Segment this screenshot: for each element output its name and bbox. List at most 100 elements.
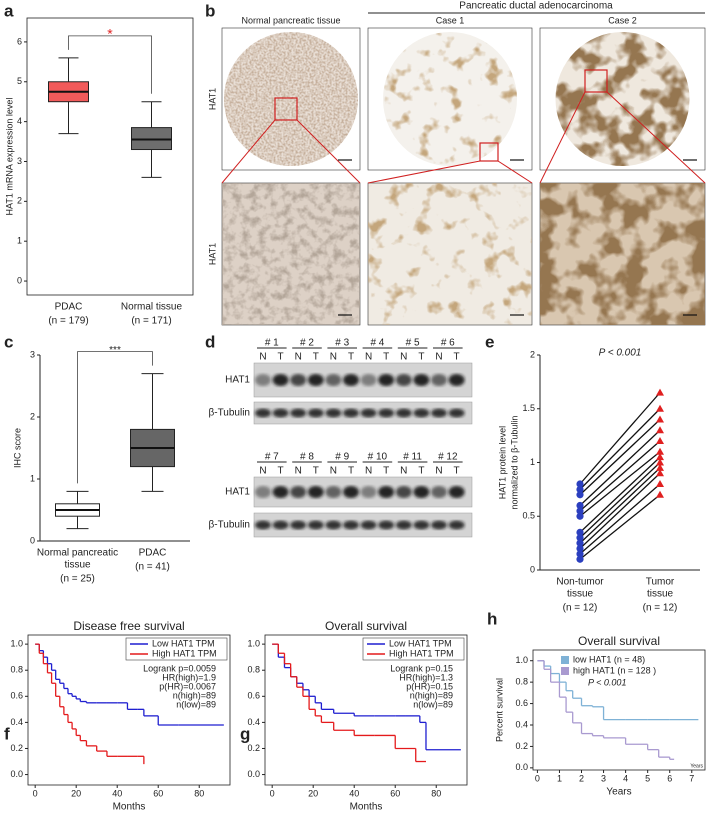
y-tick-label: 0.8: [10, 665, 23, 675]
lane-label: T: [348, 352, 354, 363]
n-label: (n = 12): [643, 603, 678, 614]
stat-label: p(HR)=0.0067: [159, 681, 216, 691]
legend-swatch: [561, 667, 569, 675]
lane-label: T: [418, 352, 424, 363]
x-tick-label: 6: [667, 773, 672, 783]
pair-line: [579, 467, 661, 544]
y-tick-label: 0: [530, 564, 535, 574]
y-tick-label: 0.4: [247, 717, 260, 727]
y-axis-label: Percent survival: [494, 678, 504, 742]
significance-bracket: [77, 351, 153, 484]
panel-letter: g: [240, 724, 250, 743]
y-axis-label: HAT1 protein level: [497, 426, 507, 499]
blot-band: [360, 408, 377, 418]
y-tick-label: 0.8: [247, 665, 260, 675]
blot-label: HAT1: [225, 487, 250, 498]
lane-label: N: [295, 466, 302, 477]
blot-band: [307, 520, 324, 530]
blot-label: β-Tubulin: [208, 408, 250, 419]
x-tick-label: 60: [390, 788, 400, 798]
lane-label: T: [454, 352, 460, 363]
point: [576, 485, 584, 493]
blot-band: [325, 408, 342, 418]
y-tick-label: 4: [17, 116, 22, 126]
n-label: (n = 25): [60, 574, 95, 585]
y-tick-label: 0.0: [515, 762, 528, 772]
row-label: HAT1: [207, 88, 217, 110]
y-tick-label: 0: [30, 535, 35, 545]
x-tick-label: 40: [112, 788, 122, 798]
x-axis-label: Months: [350, 802, 383, 813]
blot-band: [272, 520, 289, 530]
point: [576, 550, 584, 558]
point: [656, 404, 664, 412]
point: [656, 388, 664, 396]
x-tick-label: 2: [579, 773, 584, 783]
sample-label: # 10: [368, 452, 388, 463]
blot-band: [448, 520, 465, 530]
blot-band: [272, 486, 289, 498]
point: [656, 447, 664, 455]
pair-line: [579, 494, 661, 560]
panel-letter: h: [487, 609, 497, 628]
stat-label: HR(high)=1.3: [399, 672, 453, 682]
pair-line: [579, 419, 661, 496]
lane-label: N: [330, 352, 337, 363]
point: [576, 544, 584, 553]
lane-label: N: [365, 466, 372, 477]
blot-band: [325, 374, 342, 386]
blot-band: [395, 520, 412, 530]
blot-band: [290, 486, 307, 498]
stat-label: Logrank p=0.15: [390, 663, 453, 673]
y-tick-label: 6: [17, 36, 22, 46]
x-tick-label: 40: [349, 788, 359, 798]
tissue-texture: [383, 32, 517, 166]
legend-box: [362, 637, 465, 661]
lane-label: N: [400, 466, 407, 477]
blot-band: [343, 408, 359, 418]
pair-line: [579, 429, 661, 506]
x-tick-label: 20: [71, 788, 81, 798]
blot-band: [395, 486, 412, 498]
y-tick-label: 2: [30, 411, 35, 421]
lane-label: T: [278, 466, 284, 477]
panel-letter: c: [4, 332, 13, 351]
zoom-texture: [540, 183, 705, 325]
blot-band: [413, 408, 430, 418]
blot-band: [343, 374, 359, 386]
significance-label: ***: [109, 345, 121, 356]
stat-label: n(high)=89: [410, 690, 453, 700]
blot-band: [378, 374, 395, 386]
y-tick-label: 0.2: [247, 743, 260, 753]
blot-band: [290, 408, 307, 418]
pair-line: [579, 451, 661, 517]
y-tick-label: 0.0: [247, 769, 260, 779]
blot-band: [431, 520, 447, 530]
x-tick-label: 80: [194, 788, 204, 798]
zoom-line: [497, 160, 533, 184]
blot-band: [360, 486, 377, 498]
chart-title: Overall survival: [578, 634, 660, 648]
legend-label: low HAT1 (n = 48): [573, 654, 645, 664]
point: [656, 437, 664, 444]
point: [656, 469, 664, 477]
lane-label: T: [278, 352, 284, 363]
blot-band: [325, 520, 342, 530]
lane-label: T: [454, 466, 460, 477]
pair-line: [579, 440, 661, 512]
zoom-line: [221, 119, 276, 184]
point: [576, 528, 584, 536]
x-tick-label: 80: [431, 788, 441, 798]
tissue-texture: [224, 32, 358, 166]
n-label: (n = 171): [131, 316, 171, 327]
tissue-texture: [555, 32, 690, 166]
legend-label: high HAT1 (n = 128 ): [573, 665, 656, 675]
y-tick-label: 0.2: [10, 743, 23, 753]
n-label: (n = 179): [48, 316, 88, 327]
zoom-box: [584, 69, 608, 93]
zoom-line: [539, 91, 586, 184]
blot-band: [325, 486, 342, 498]
sample-label: # 11: [403, 452, 422, 463]
legend-label: High HAT1 TPM: [152, 648, 217, 658]
x-tick-label: 7: [689, 773, 694, 783]
